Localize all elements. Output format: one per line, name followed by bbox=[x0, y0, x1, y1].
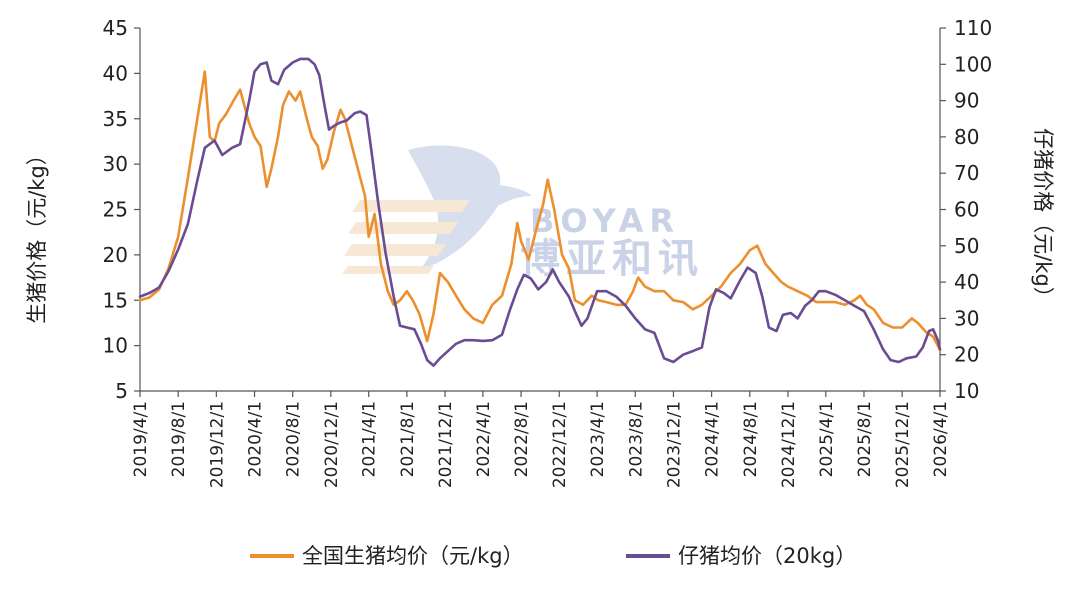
right-y-tick-label: 80 bbox=[954, 125, 979, 149]
right-y-tick-label: 40 bbox=[954, 270, 979, 294]
x-tick-label: 2020/8/1 bbox=[284, 401, 304, 477]
national-price-line bbox=[138, 70, 942, 352]
x-tick-label: 2019/4/1 bbox=[131, 401, 151, 477]
x-tick-label: 2025/12/1 bbox=[893, 401, 913, 488]
x-tick-label: 2024/8/1 bbox=[741, 401, 761, 477]
left-y-tick-label: 45 bbox=[103, 16, 128, 40]
right-y-tick-label: 50 bbox=[954, 234, 979, 258]
x-tick-label: 2024/12/1 bbox=[779, 401, 799, 488]
left-y-tick-label: 40 bbox=[103, 61, 128, 85]
bird-logo-watermark bbox=[342, 145, 532, 274]
x-tick-label: 2019/8/1 bbox=[169, 401, 189, 477]
x-tick-label: 2024/4/1 bbox=[703, 401, 723, 477]
legend: 全国生猪均价（元/kg） 仔猪均价（20kg） bbox=[250, 544, 856, 568]
left-y-tick-label: 25 bbox=[103, 198, 128, 222]
left-y-tick-label: 20 bbox=[103, 243, 128, 267]
x-tick-label: 2025/4/1 bbox=[817, 401, 837, 477]
right-axis-title: 仔猪价格（元/kg） bbox=[1031, 128, 1055, 308]
right-y-tick-label: 100 bbox=[954, 52, 992, 76]
right-y-tick-label: 20 bbox=[954, 343, 979, 367]
legend-label-national: 全国生猪均价（元/kg） bbox=[302, 544, 524, 568]
series-layer bbox=[138, 57, 942, 367]
left-y-tick-label: 10 bbox=[103, 334, 128, 358]
x-tick-label: 2023/12/1 bbox=[664, 401, 684, 488]
x-tick-label: 2022/4/1 bbox=[474, 401, 494, 477]
x-tick-label: 2026/4/1 bbox=[931, 401, 951, 477]
x-ticks: 2019/4/1 2019/8/1 2019/12/1 2020/4/1 2020/8/… bbox=[131, 391, 951, 488]
watermark-chinese: 博亚和讯 bbox=[520, 236, 704, 282]
x-tick-label: 2021/4/1 bbox=[360, 401, 380, 477]
right-y-ticks: 110 100 90 80 70 60 50 40 30 20 10 bbox=[940, 16, 992, 403]
right-y-tick-label: 10 bbox=[954, 379, 979, 403]
piglet-price-line bbox=[138, 57, 942, 367]
x-tick-label: 2022/8/1 bbox=[512, 401, 532, 477]
watermark: BOYAR 博亚和讯 bbox=[342, 145, 704, 282]
legend-label-piglet: 仔猪均价（20kg） bbox=[678, 544, 856, 568]
left-y-tick-label: 15 bbox=[103, 288, 128, 312]
x-tick-label: 2023/4/1 bbox=[588, 401, 608, 477]
x-tick-label: 2020/12/1 bbox=[322, 401, 342, 488]
right-y-tick-label: 90 bbox=[954, 89, 979, 113]
x-tick-label: 2021/12/1 bbox=[436, 401, 456, 488]
x-tick-label: 2025/8/1 bbox=[855, 401, 875, 477]
right-y-tick-label: 70 bbox=[954, 161, 979, 185]
x-tick-label: 2023/8/1 bbox=[626, 401, 646, 477]
x-tick-label: 2022/12/1 bbox=[550, 401, 570, 488]
x-tick-label: 2021/8/1 bbox=[398, 401, 418, 477]
x-tick-label: 2019/12/1 bbox=[207, 401, 227, 488]
left-y-ticks: 45 40 35 30 25 20 15 10 5 bbox=[103, 16, 140, 403]
left-y-tick-label: 5 bbox=[115, 379, 128, 403]
right-y-tick-label: 60 bbox=[954, 198, 979, 222]
left-y-tick-label: 35 bbox=[103, 107, 128, 131]
left-y-tick-label: 30 bbox=[103, 152, 128, 176]
x-tick-label: 2020/4/1 bbox=[246, 401, 266, 477]
left-axis-title: 生猪价格（元/kg） bbox=[25, 144, 49, 324]
right-y-tick-label: 30 bbox=[954, 306, 979, 330]
right-y-tick-label: 110 bbox=[954, 16, 992, 40]
